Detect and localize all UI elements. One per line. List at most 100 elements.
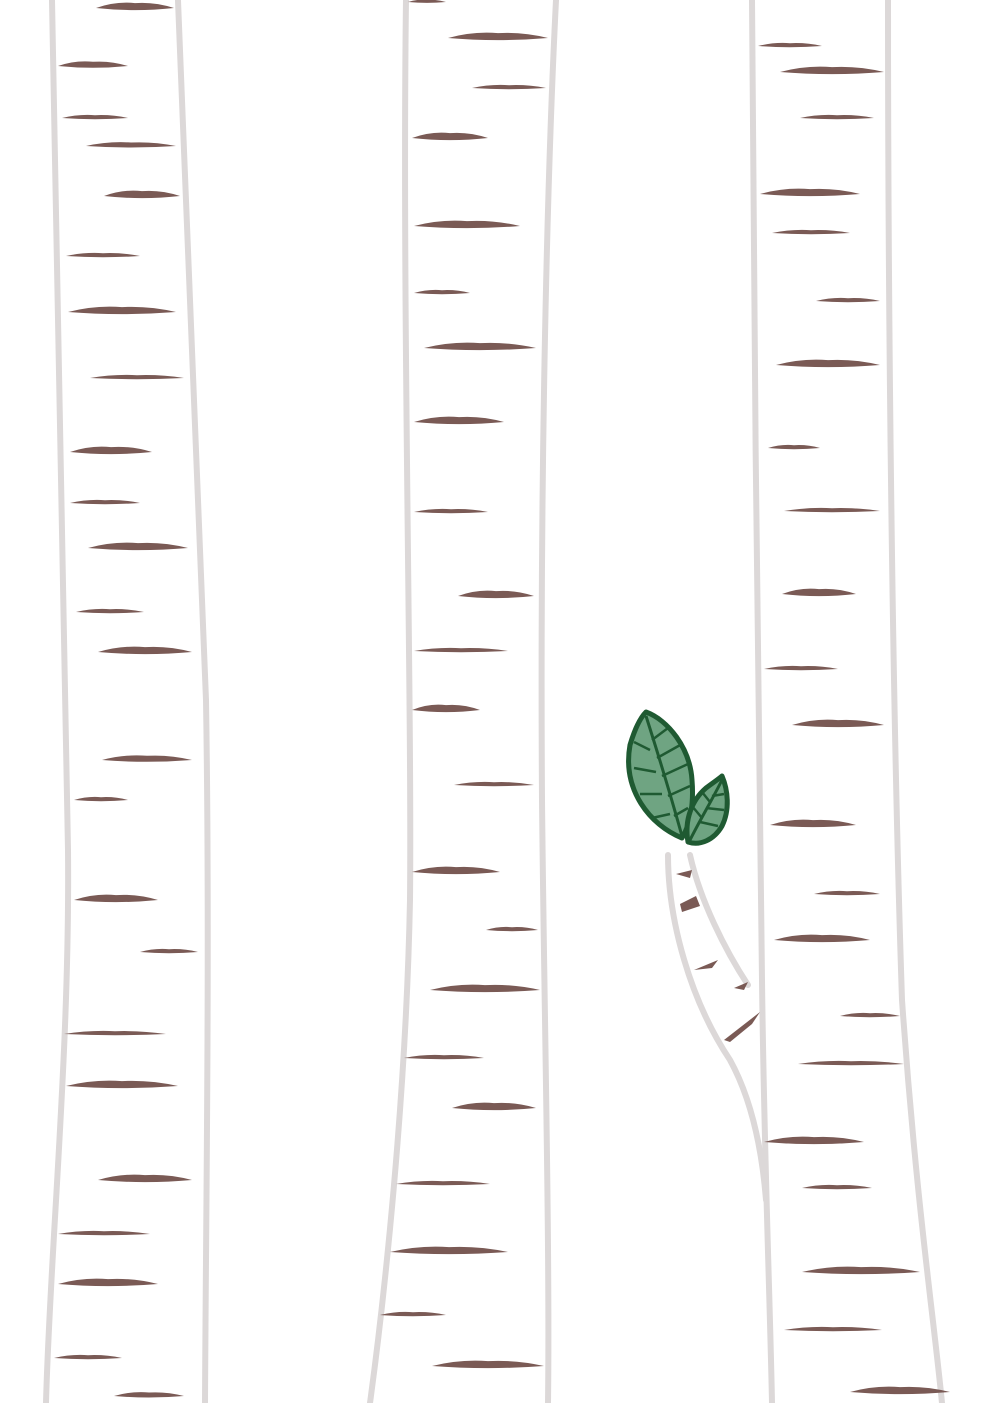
bark-mark (390, 1246, 508, 1255)
bark-mark (724, 1012, 760, 1042)
bark-mark (694, 960, 718, 970)
trunk-outline-left (367, 0, 414, 1403)
bark-mark (88, 542, 188, 551)
bark-mark (784, 1326, 882, 1332)
leaf-vein (701, 791, 711, 803)
bark-mark (840, 1012, 900, 1018)
bark-mark (802, 1184, 872, 1190)
bark-mark (798, 1060, 904, 1066)
small-leaf (684, 773, 730, 846)
bark-mark (758, 42, 822, 48)
bark-mark (414, 220, 520, 229)
bark-mark (764, 665, 838, 671)
bark-mark (396, 1180, 490, 1186)
leaf-vein (651, 727, 669, 741)
bark-mark (54, 1354, 122, 1360)
bark-mark (412, 866, 500, 875)
bark-mark (784, 507, 880, 513)
bark-mark (404, 1054, 484, 1060)
bark-mark (816, 297, 880, 303)
bark-mark (792, 719, 884, 728)
bark-mark (64, 1030, 166, 1036)
bark-mark (760, 188, 860, 197)
bark-mark (76, 608, 144, 614)
bark-mark (102, 755, 192, 762)
bark-mark (68, 306, 176, 315)
leaf-vein (661, 762, 689, 778)
bark-mark (486, 926, 538, 932)
trunk-outline-right (885, 0, 945, 1403)
leaf-vein (699, 820, 719, 828)
bark-mark (452, 1102, 536, 1111)
leaf-vein (633, 766, 657, 774)
bark-mark (454, 781, 534, 787)
leaf-vein (644, 715, 684, 837)
bark-marks-middle (380, 0, 548, 1369)
bark-mark (850, 1386, 950, 1395)
bark-mark (734, 982, 748, 990)
bark-mark (432, 1360, 544, 1369)
bark-mark (430, 984, 540, 993)
bark-mark (414, 416, 504, 425)
bark-mark (414, 289, 470, 295)
bark-mark (776, 359, 880, 368)
bark-mark (472, 84, 546, 90)
birch-tree-middle (367, 0, 559, 1403)
leaf-vein (705, 806, 725, 812)
bark-mark (768, 444, 820, 450)
leaf-vein (667, 784, 691, 798)
leaf-vein (656, 742, 683, 760)
bark-mark (96, 2, 174, 11)
branch-outline-outer (665, 852, 769, 1203)
bark-mark (74, 796, 128, 802)
leaf-body (626, 709, 695, 841)
birch-tree-left (43, 0, 211, 1403)
bark-mark (62, 114, 128, 120)
bark-mark (74, 894, 158, 903)
bark-mark (680, 896, 700, 912)
bark-mark (458, 590, 534, 599)
leaf-vein (673, 806, 689, 818)
bark-mark (782, 588, 856, 597)
bark-mark (774, 934, 870, 943)
leaf-vein (688, 779, 724, 841)
bark-mark (104, 190, 180, 199)
large-leaf (626, 709, 695, 841)
trunk-outline-left (749, 0, 775, 1403)
bark-mark (408, 0, 446, 3)
bark-mark (814, 890, 880, 896)
leaf-vein (691, 805, 703, 819)
bark-marks-branch (676, 870, 760, 1042)
bark-mark (86, 142, 176, 148)
bark-mark (414, 647, 508, 653)
leaf-vein (633, 740, 651, 752)
bark-mark (770, 819, 856, 828)
bark-mark (414, 508, 488, 514)
leaves (626, 709, 730, 846)
bark-mark (66, 1080, 178, 1089)
bark-mark (424, 342, 536, 351)
bark-mark (380, 1311, 446, 1317)
bark-mark (114, 1392, 184, 1398)
bark-mark (58, 61, 128, 68)
bark-mark (66, 252, 140, 258)
bark-mark (70, 446, 152, 455)
trunk-outline-right (538, 0, 559, 1403)
bark-mark (98, 646, 192, 655)
bark-marks-right (758, 42, 950, 1395)
trunk-outline-left (43, 0, 72, 1403)
bark-mark (802, 1266, 920, 1275)
bark-mark (98, 1174, 192, 1183)
branch-outline-inner (687, 852, 751, 988)
bark-mark (676, 870, 692, 878)
bark-mark (140, 948, 198, 954)
trunk-outline-right (175, 0, 211, 1403)
bark-mark (800, 114, 874, 120)
bark-mark (448, 32, 548, 41)
bark-mark (70, 499, 140, 505)
bark-mark (764, 1136, 864, 1145)
leaf-vein (651, 812, 671, 820)
bark-mark (412, 132, 488, 141)
